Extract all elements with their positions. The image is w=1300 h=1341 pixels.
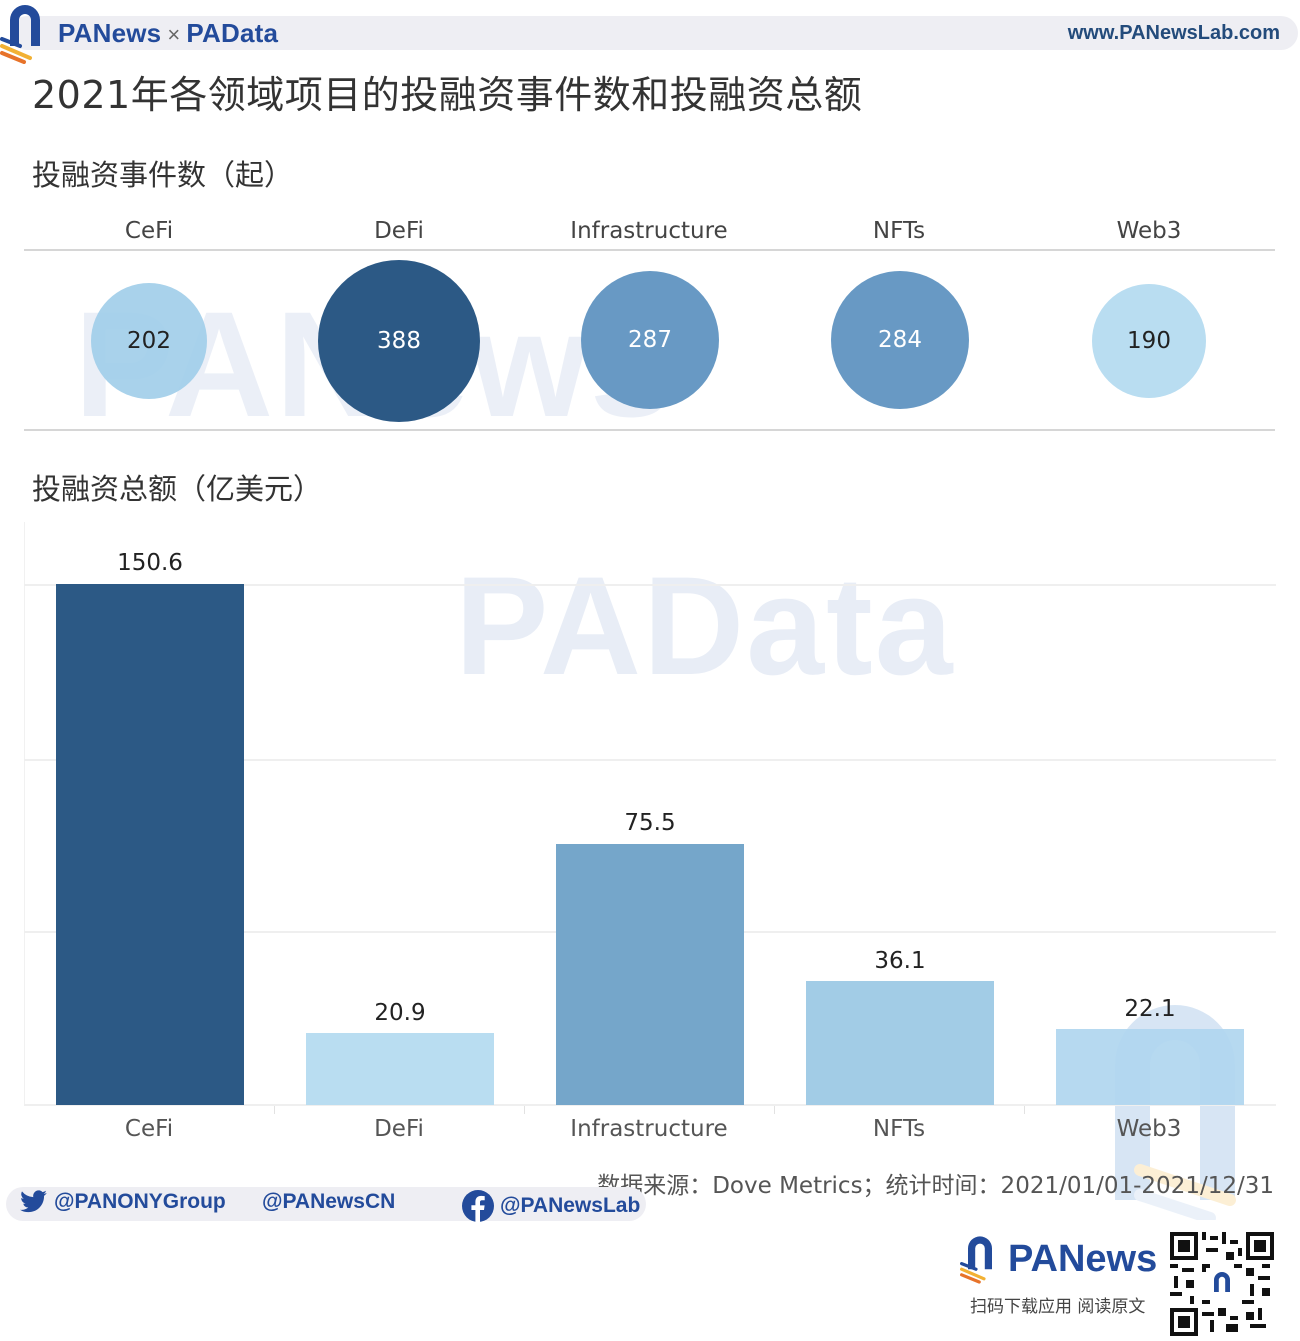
weibo-link[interactable]: @PANewsCN bbox=[262, 1190, 395, 1214]
bubble-section-title: 投融资事件数（起） bbox=[32, 158, 294, 192]
qr-code-icon[interactable] bbox=[1170, 1232, 1274, 1336]
x-axis-label: CeFi bbox=[124, 1116, 174, 1142]
twitter-icon bbox=[20, 1190, 47, 1213]
bar-value-label: 150.6 bbox=[117, 550, 183, 576]
gridline-150 bbox=[24, 584, 1276, 586]
divider bbox=[24, 429, 1275, 431]
header-bar bbox=[10, 16, 1298, 50]
twitter-handle: @PANONYGroup bbox=[54, 1190, 226, 1213]
bubble-category-label: Infrastructure bbox=[570, 218, 728, 244]
twitter-link[interactable]: @PANONYGroup bbox=[20, 1190, 226, 1214]
bar-defi[interactable] bbox=[306, 1033, 494, 1105]
bar-value-label: 22.1 bbox=[1124, 996, 1176, 1022]
page-title: 2021年各领域项目的投融资事件数和投融资总额 bbox=[32, 73, 863, 117]
bar-cefi[interactable] bbox=[56, 584, 244, 1105]
bar-section-title: 投融资总额（亿美元） bbox=[32, 472, 323, 506]
bubble-infrastructure[interactable]: 287 bbox=[581, 271, 719, 409]
bubble-web3[interactable]: 190 bbox=[1092, 284, 1206, 398]
social-bar bbox=[6, 1187, 646, 1221]
bubble-value: 388 bbox=[377, 328, 421, 354]
brand-separator: × bbox=[167, 22, 181, 47]
site-url-link[interactable]: www.PANewsLab.com bbox=[1067, 22, 1280, 44]
bubble-defi[interactable]: 388 bbox=[318, 260, 480, 422]
bubble-category-label: CeFi bbox=[124, 218, 174, 244]
divider bbox=[24, 249, 1275, 251]
x-axis-label: Web3 bbox=[1116, 1116, 1182, 1142]
bubble-category-label: Web3 bbox=[1116, 218, 1182, 244]
data-source-note: 数据来源：Dove Metrics；统计时间：2021/01/01-2021/1… bbox=[597, 1173, 1274, 1199]
x-axis-baseline bbox=[24, 1104, 1276, 1106]
brand-padata: PAData bbox=[186, 18, 279, 48]
x-tick-mark bbox=[524, 1106, 525, 1114]
bar-web3[interactable] bbox=[1056, 1029, 1244, 1105]
facebook-icon bbox=[462, 1190, 494, 1222]
x-tick-mark bbox=[1024, 1106, 1025, 1114]
weibo-handle: @PANewsCN bbox=[262, 1190, 396, 1213]
bubble-nfts[interactable]: 284 bbox=[831, 271, 969, 409]
x-axis-label: NFTs bbox=[872, 1116, 926, 1142]
bubble-category-label: DeFi bbox=[374, 218, 424, 244]
bar-value-label: 20.9 bbox=[374, 1000, 426, 1026]
bar-value-label: 75.5 bbox=[624, 810, 676, 836]
gridline-100 bbox=[24, 759, 1276, 761]
bubble-category-label: NFTs bbox=[872, 218, 926, 244]
footer-brand: PANews bbox=[1008, 1238, 1158, 1280]
brand-panews: PANews bbox=[58, 18, 162, 48]
facebook-link[interactable]: @PANewsLab bbox=[462, 1190, 640, 1222]
bar-value-label: 36.1 bbox=[874, 948, 926, 974]
x-axis-label: DeFi bbox=[374, 1116, 424, 1142]
bar-nfts[interactable] bbox=[806, 981, 994, 1105]
bubble-value: 202 bbox=[127, 328, 171, 354]
footer-caption: 扫码下载应用 阅读原文 bbox=[970, 1297, 1146, 1317]
panews-footer-logo-icon bbox=[960, 1236, 992, 1284]
bubble-value: 190 bbox=[1127, 328, 1171, 354]
bubble-cefi[interactable]: 202 bbox=[91, 283, 207, 399]
panews-logo-icon bbox=[0, 5, 40, 64]
bubble-value: 284 bbox=[878, 327, 922, 353]
facebook-handle: @PANewsLab bbox=[500, 1194, 641, 1217]
y-axis-line bbox=[24, 522, 25, 1106]
bar-infrastructure[interactable] bbox=[556, 844, 744, 1105]
bar-chart-plot: 150.6 20.9 75.5 36.1 22.1 bbox=[24, 522, 1276, 1114]
x-axis-label: Infrastructure bbox=[570, 1116, 728, 1142]
x-tick-mark bbox=[274, 1106, 275, 1114]
brand-title: PANews × PAData bbox=[58, 18, 278, 49]
x-tick-mark bbox=[774, 1106, 775, 1114]
bubble-value: 287 bbox=[628, 327, 672, 353]
